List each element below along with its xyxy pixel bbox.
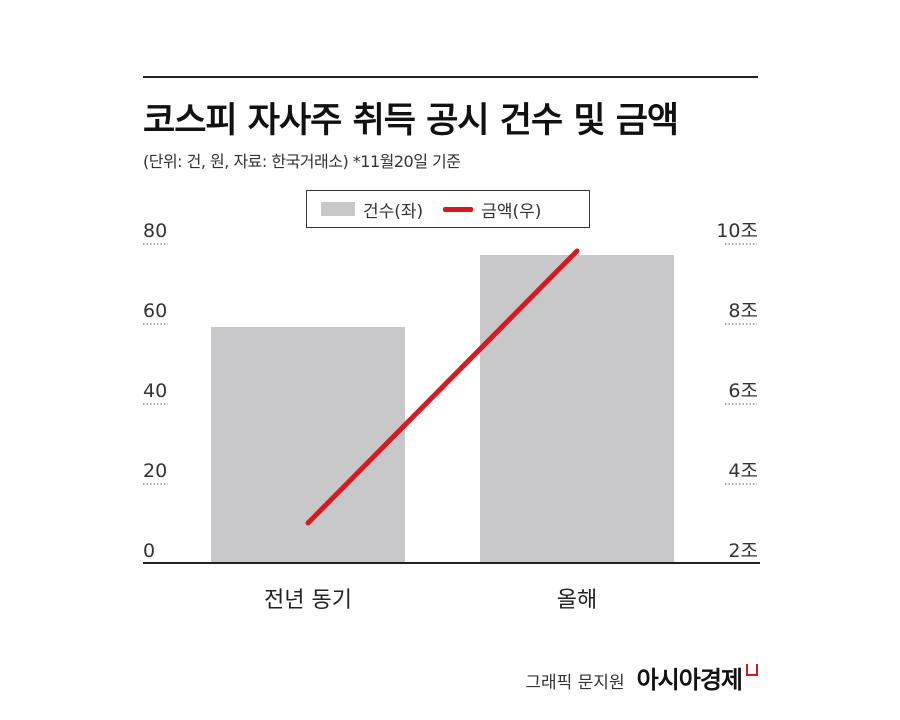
- legend: 건수(좌) 금액(우): [306, 190, 590, 228]
- left-tick-label: 0: [143, 540, 155, 562]
- amount-line: [305, 248, 580, 526]
- left-tick-label: 40: [143, 380, 167, 402]
- bar-1: [211, 327, 405, 563]
- bar-2: [480, 255, 674, 563]
- category-label: 올해: [557, 588, 597, 613]
- right-tick-label: 8조: [728, 300, 758, 322]
- left-tick-label: 20: [143, 460, 167, 482]
- graphic-credit: 그래픽 문지원: [525, 673, 625, 693]
- left-tick-label: 60: [143, 300, 167, 322]
- chart-title: 코스피 자사주 취득 공시 건수 및 금액: [143, 101, 679, 141]
- category-label: 전년 동기: [264, 588, 352, 613]
- brand-mark-icon: [746, 664, 758, 676]
- left-tick-label: 80: [143, 220, 167, 242]
- legend-line-label: 금액(우): [481, 201, 542, 222]
- legend-bar-swatch: [321, 202, 355, 216]
- right-tick-label: 4조: [728, 460, 758, 482]
- legend-bar-label: 건수(좌): [363, 201, 424, 222]
- right-tick-label: 10조: [716, 220, 758, 242]
- right-tick-label: 6조: [728, 380, 758, 402]
- chart-subtitle: (단위: 건, 원, 자료: 한국거래소) *11월20일 기준: [143, 152, 461, 171]
- right-tick-label: 2조: [728, 540, 758, 562]
- brand-logo: 아시아경제: [636, 666, 743, 694]
- legend-line-swatch: [443, 206, 474, 212]
- footer: 그래픽 문지원 아시아경제: [525, 660, 758, 695]
- top-rule: [143, 76, 758, 78]
